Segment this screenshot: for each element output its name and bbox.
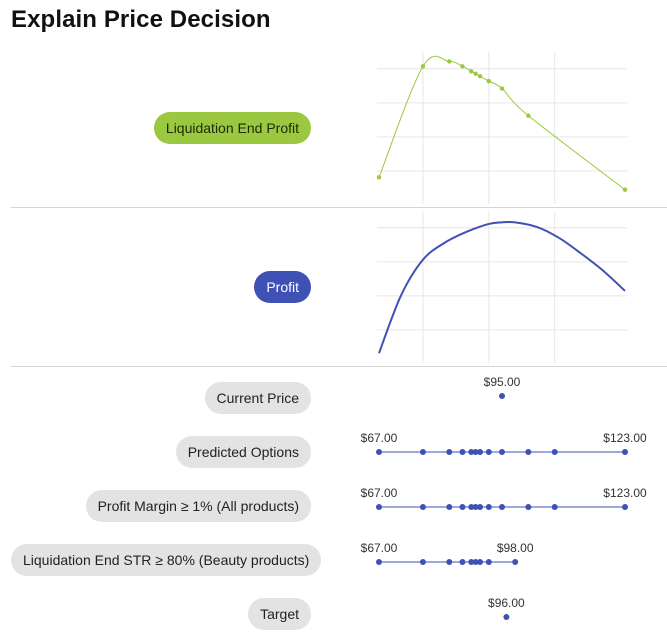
profit-margin-track: $67.00 $123.00: [361, 486, 647, 510]
data-point: [499, 86, 505, 91]
option-point: [459, 559, 466, 565]
option-point: [551, 504, 558, 510]
series-line: [378, 55, 626, 191]
option-point: [503, 614, 510, 620]
option-point: [459, 449, 466, 455]
option-point: [446, 559, 453, 565]
profit-label[interactable]: Profit: [254, 271, 311, 303]
max-label: $123.00: [603, 431, 647, 445]
data-point: [460, 64, 465, 69]
min-label: $67.00: [361, 541, 398, 555]
divider: [11, 207, 667, 208]
option-point: [477, 559, 484, 565]
liquidation-end-profit-chart: [376, 52, 628, 204]
target-label[interactable]: Target: [248, 598, 311, 630]
option-point: [499, 449, 505, 455]
data-point: [420, 64, 426, 69]
option-point: [551, 449, 558, 455]
value-label: $96.00: [488, 596, 525, 610]
data-point: [622, 187, 628, 192]
option-point: [485, 449, 492, 455]
data-point: [469, 69, 474, 74]
option-point: [499, 393, 505, 399]
data-point: [526, 113, 531, 118]
option-point: [459, 504, 466, 510]
profit-chart: [377, 211, 627, 363]
option-point: [622, 504, 628, 510]
option-point: [525, 449, 532, 455]
data-point: [486, 78, 492, 84]
option-point: [419, 559, 426, 565]
profit-margin-label[interactable]: Profit Margin ≥ 1% (All products): [85, 490, 311, 522]
option-point: [419, 504, 426, 510]
option-point: [468, 559, 475, 565]
option-point: [446, 449, 453, 455]
option-point: [419, 449, 426, 455]
max-label: $123.00: [603, 486, 647, 500]
option-point: [477, 449, 484, 455]
option-point: [472, 449, 479, 455]
option-point: [376, 559, 382, 565]
page-title: Explain Price Decision: [11, 6, 271, 33]
current-price-label[interactable]: Current Price: [204, 382, 311, 414]
liquidation-str-track: $67.00 $98.00: [361, 541, 534, 565]
data-point: [376, 175, 382, 180]
predicted-options-label[interactable]: Predicted Options: [175, 436, 311, 468]
option-point: [446, 504, 453, 510]
option-point: [477, 504, 484, 510]
option-point: [499, 504, 505, 510]
option-point: [468, 504, 475, 510]
liquidation-end-profit-label[interactable]: Liquidation End Profit: [153, 112, 311, 144]
option-point: [468, 449, 475, 455]
option-point: [485, 504, 492, 510]
current-price-track: $95.00: [484, 375, 521, 399]
series-line: [378, 220, 626, 354]
target-track: $96.00: [488, 596, 525, 620]
option-point: [525, 504, 532, 510]
option-point: [472, 559, 479, 565]
value-label: $95.00: [484, 375, 521, 389]
data-point: [477, 74, 483, 79]
option-point: [622, 449, 628, 455]
option-point: [376, 449, 382, 455]
min-label: $67.00: [361, 486, 398, 500]
option-point: [512, 559, 519, 565]
option-point: [485, 559, 492, 565]
min-label: $67.00: [361, 431, 398, 445]
max-label: $98.00: [497, 541, 534, 555]
divider: [11, 366, 667, 367]
liquidation-str-label[interactable]: Liquidation End STR ≥ 80% (Beauty produc…: [11, 544, 322, 576]
option-point: [376, 504, 382, 510]
data-point: [447, 59, 452, 64]
data-point: [473, 71, 478, 76]
predicted-options-track: $67.00 $123.00: [361, 431, 647, 455]
option-point: [472, 504, 479, 510]
